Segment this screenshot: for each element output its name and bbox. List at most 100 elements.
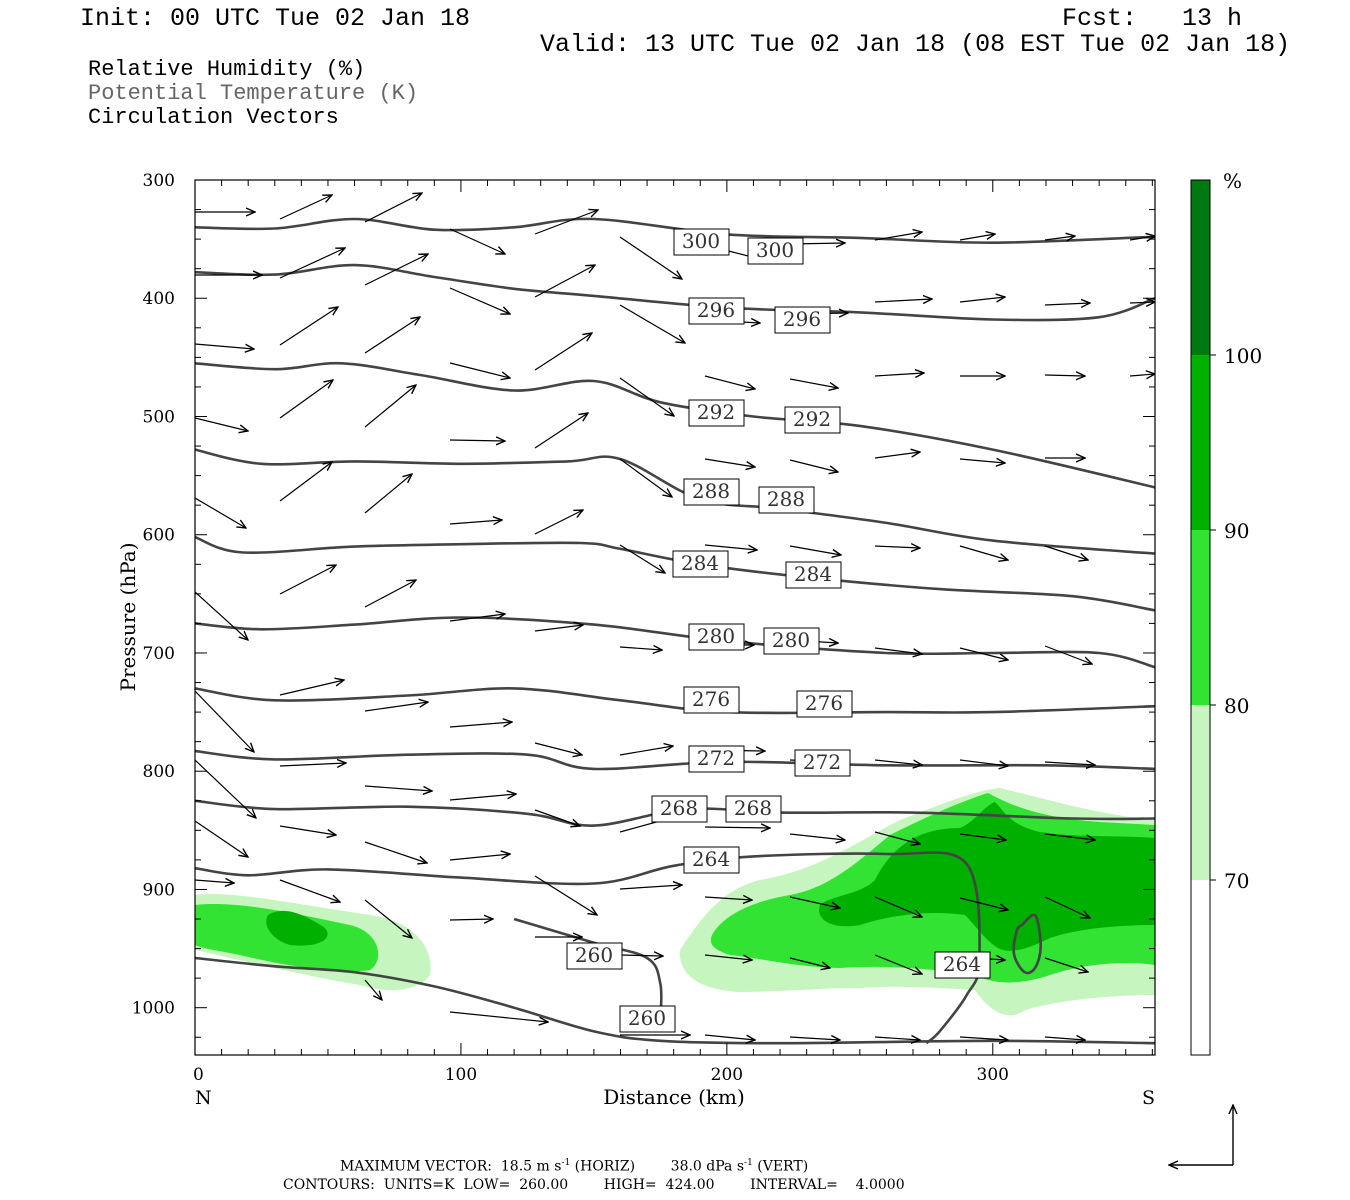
contour-label-296: 296 [783,307,821,331]
circulation-vector [364,474,412,514]
legend-vectors: Circulation Vectors [88,105,339,130]
theta-contour-260 [513,917,663,1020]
contour-labels: 300 300 296 296 292 292 288 288 284 284 … [566,228,991,1033]
contour-label-280: 280 [772,628,810,652]
circulation-vector [1044,833,1095,840]
circulation-vector [534,875,597,915]
circulation-vector [279,565,336,595]
x-axis-tick-labels: 0 100 200 300 [193,1065,1009,1085]
circulation-vector [704,827,770,828]
circulation-vector [789,1037,840,1040]
theta-contour-280 [195,616,1155,669]
theta-contour-300 [195,217,1155,245]
circulation-vector [1129,302,1155,303]
circulation-vector [195,417,248,431]
circulation-vector [449,919,493,920]
contour-label-292: 292 [793,407,831,431]
circulation-vector [874,373,924,376]
circulation-vector [449,362,510,378]
theta-contour-264 [1012,913,1043,975]
circulation-vector [874,759,922,765]
colorbar-segment-80-90 [1191,530,1210,705]
circulation-vector [1044,762,1095,765]
x-axis-end-left: N [195,1087,212,1109]
contour-label-284: 284 [681,551,719,575]
circulation-vector [959,297,1005,303]
rh-90-region-small [740,914,786,942]
circulation-vector [704,375,755,389]
contour-label-276: 276 [805,691,843,715]
contour-label-268: 268 [660,796,698,820]
forecast-hour: Fcst: 13 h [1062,4,1243,33]
colorbar-segment-above-100 [1191,180,1210,355]
colorbar-segment-70-80 [1191,705,1210,880]
circulation-vector [619,885,682,889]
circulation-vector [874,1037,920,1040]
circulation-vector [534,210,598,235]
contour-label-264: 264 [692,847,730,871]
legend-rh: Relative Humidity (%) [88,57,366,82]
circulation-vector [449,854,510,861]
circulation-vector [364,979,382,1000]
theta-contour-292 [195,361,1155,489]
circulation-vector [959,759,1008,766]
valid-time: Valid: 13 UTC Tue 02 Jan 18 (08 EST Tue … [540,30,1291,59]
circulation-vector [279,307,338,346]
rh-90-region-north [266,910,328,946]
contour-label-260: 260 [628,1006,666,1030]
colorbar-tick-70: 70 [1224,869,1249,893]
colorbar-tick-90: 90 [1224,519,1249,543]
circulation-vector [789,833,845,840]
circulation-vector [789,545,841,555]
theta-contour-272 [195,749,1155,771]
circulation-vector [959,545,1008,560]
contour-label-288: 288 [692,479,730,503]
circulation-vector [874,452,920,459]
circulation-vector [704,954,752,960]
circulation-vector [364,317,420,354]
circulation-vector [534,333,592,371]
circulation-vector [279,763,346,766]
circulation-vector [1044,236,1075,240]
circulation-vector [449,287,510,314]
y-tick-label: 400 [143,289,175,309]
circulation-vector [704,897,752,900]
circulation-vector [449,794,516,801]
circulation-vector [1044,645,1092,664]
circulation-vector [619,746,673,756]
circulation-vector [534,809,580,826]
circulation-vector [195,880,234,883]
circulation-vector [874,954,922,974]
circulation-vector [619,458,672,497]
circulation-vector [279,680,344,696]
circulation-vector [195,591,248,640]
circulation-vector [704,1034,755,1040]
contour-label-300: 300 [682,229,720,253]
x-tick-label: 100 [445,1065,477,1085]
circulation-vector [789,957,830,968]
x-axis-end-right: S [1142,1087,1155,1109]
circulation-vector [874,546,920,548]
contour-label-296: 296 [697,298,735,322]
circulation-vector [1044,303,1090,305]
max-vector-mid: (HORIZ) 38.0 dPa s [570,1158,745,1175]
circulation-vector [619,647,662,650]
circulation-vector [619,377,674,416]
y-axis-title: Pressure (hPa) [116,543,140,692]
x-tick-label: 0 [193,1065,204,1085]
contour-label-292: 292 [697,400,735,424]
circulation-vector [449,228,505,254]
theta-contour-284 [195,535,1155,612]
circulation-vector [534,625,583,632]
circulation-vector [195,820,248,857]
contour-label-288: 288 [767,487,805,511]
contour-label-276: 276 [692,687,730,711]
circulation-vector [874,831,920,844]
circulation-vector [619,236,682,279]
circulation-vector [279,462,332,502]
circulation-vector [959,234,995,241]
circulation-vector [364,899,412,938]
max-vector-vert-exponent: -1 [744,1158,753,1168]
rh-90-region-main [819,802,1155,951]
